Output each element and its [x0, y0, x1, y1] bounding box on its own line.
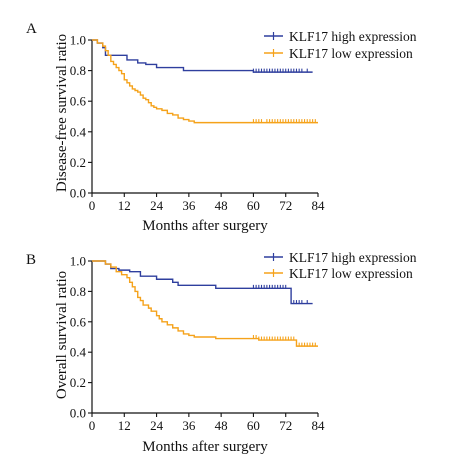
panel-a-legend: KLF17 high expression KLF17 low expressi…: [264, 29, 417, 61]
panel-a-x-tick-label: 12: [118, 198, 131, 213]
panel-b-high-expression-curve: [92, 260, 313, 305]
panel-b-y-axis-title: Overall survival ratio: [54, 271, 70, 399]
panel-a-y-tick-label: 0.4: [70, 124, 87, 139]
panel-b-x-tick-label: 0: [89, 418, 96, 433]
panel-a-legend-high-label: KLF17 high expression: [289, 29, 417, 44]
panel-b-x-tick-label: 36: [182, 418, 196, 433]
panel-b-y-tick-label: 0.4: [70, 345, 87, 360]
panel-a-plot-area: 0 12 24 36 48 60 72 84 0.0 0.2 0.4 0.6 0.8 1.0: [70, 33, 325, 214]
panel-a-y-tick-label: 0.8: [70, 63, 86, 78]
panel-a-disease-free-survival: A 0 12 24 36 48 60 72 84 0.0 0.2 0.4 0.6 0.8 1.0 Mont…: [26, 21, 417, 234]
panel-b-y-tick-label: 1.0: [70, 254, 86, 269]
panel-b-legend-low-label: KLF17 low expression: [289, 266, 413, 281]
panel-b-y-tick-label: 0.6: [70, 314, 87, 329]
panel-a-x-tick-label: 48: [215, 198, 228, 213]
panel-a-y-axis-title: Disease-free survival ratio: [54, 34, 70, 192]
panel-a-y-tick-label: 0.6: [70, 94, 87, 109]
panel-a-x-tick-label: 0: [89, 198, 96, 213]
panel-b-x-tick-label: 84: [312, 418, 326, 433]
panel-a-x-tick-label: 24: [150, 198, 164, 213]
panel-b-legend: KLF17 high expression KLF17 low expressi…: [264, 250, 417, 281]
panel-a-letter: A: [26, 21, 37, 37]
panel-b-letter: B: [26, 252, 36, 268]
panel-b-x-tick-label: 24: [150, 418, 164, 433]
panel-b-low-expression-curve: [92, 260, 318, 347]
panel-a-high-expression-curve: [92, 39, 313, 73]
panel-b-plot-area: 0 12 24 36 48 60 72 84 0.0 0.2 0.4 0.6 0.8 1.0: [70, 254, 325, 434]
panel-b-overall-survival: B 0 12 24 36 48 60 72 84 0.0 0.2 0.4 0.6 0.8 1.0 Mont…: [26, 250, 417, 455]
panel-b-y-tick-label: 0.2: [70, 375, 86, 390]
panel-b-x-tick-label: 12: [118, 418, 131, 433]
panel-b-x-tick-label: 48: [215, 418, 228, 433]
panel-a-y-tick-label: 0.0: [70, 186, 86, 201]
panel-a-y-tick-label: 1.0: [70, 33, 86, 48]
panel-b-x-tick-label: 72: [279, 418, 292, 433]
panel-b-legend-high-label: KLF17 high expression: [289, 250, 417, 265]
panel-b-x-axis-title: Months after surgery: [142, 439, 268, 455]
panel-b-y-tick-label: 0.8: [70, 284, 86, 299]
panel-b-y-tick-label: 0.0: [70, 406, 86, 421]
panel-a-low-expression-curve: [92, 39, 318, 124]
panel-a-x-axis-title: Months after surgery: [142, 218, 268, 234]
panel-a-y-tick-label: 0.2: [70, 155, 86, 170]
panel-a-x-tick-label: 72: [279, 198, 292, 213]
panel-a-x-tick-label: 60: [247, 198, 260, 213]
panel-a-legend-low-label: KLF17 low expression: [289, 46, 413, 61]
panel-a-x-tick-label: 36: [182, 198, 196, 213]
panel-b-x-tick-label: 60: [247, 418, 260, 433]
panel-a-x-tick-label: 84: [312, 198, 326, 213]
